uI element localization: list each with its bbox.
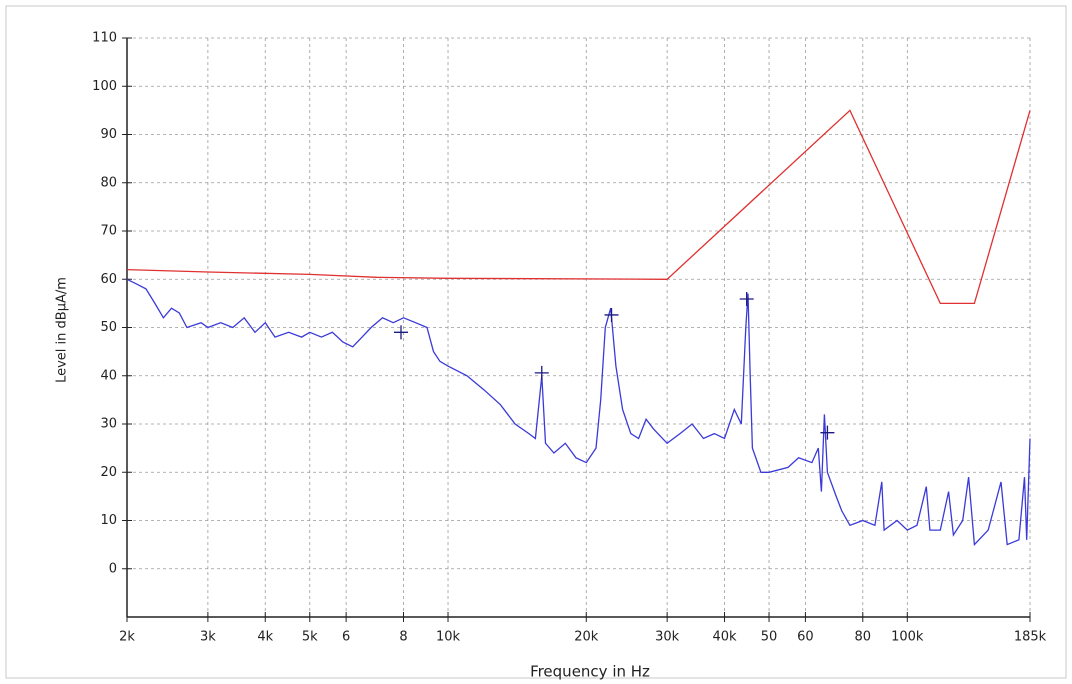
x-tick-label: 10k [436,630,461,645]
peak-marker [394,325,409,340]
peak-marker [534,365,549,380]
x-tick-label: 2k [119,630,135,645]
x-tick-label: 80 [855,630,872,645]
y-tick-label: 70 [100,224,117,239]
x-tick-label: 30k [655,630,680,645]
series-line [126,278,1031,547]
x-tick-label: 40k [712,630,737,645]
y-tick-label: 50 [100,320,117,335]
y-tick-label: 40 [100,368,117,383]
frame [5,5,1067,679]
x-tick-label: 4k [257,630,273,645]
y-tick-label: 110 [92,31,117,46]
peak-marker [604,307,619,322]
x-tick-label: 50 [761,630,778,645]
x-tick-label: 5k [302,630,318,645]
x-tick-label: 6 [342,630,350,645]
x-tick-label: 20k [574,630,599,645]
x-tick-label: 100k [891,630,924,645]
series-line [126,109,1031,305]
y-tick-label: 60 [100,272,117,287]
x-axis-label: Frequency in Hz [530,663,650,681]
y-tick-label: 100 [92,79,117,94]
y-tick-label: 80 [100,175,117,190]
peak-marker [739,292,754,307]
y-tick-label: 10 [100,513,117,528]
y-axis-label: Level in dBµA/m [55,277,70,383]
x-tick-label: 60 [797,630,814,645]
x-tick-label: 8 [399,630,407,645]
x-tick-label: 3k [200,630,216,645]
x-tick-label: 185k [1014,630,1047,645]
peak-marker [820,425,835,440]
y-tick-label: 30 [100,417,117,432]
y-tick-label: 90 [100,127,117,142]
y-tick-label: 20 [100,465,117,480]
y-tick-label: 0 [109,561,117,576]
